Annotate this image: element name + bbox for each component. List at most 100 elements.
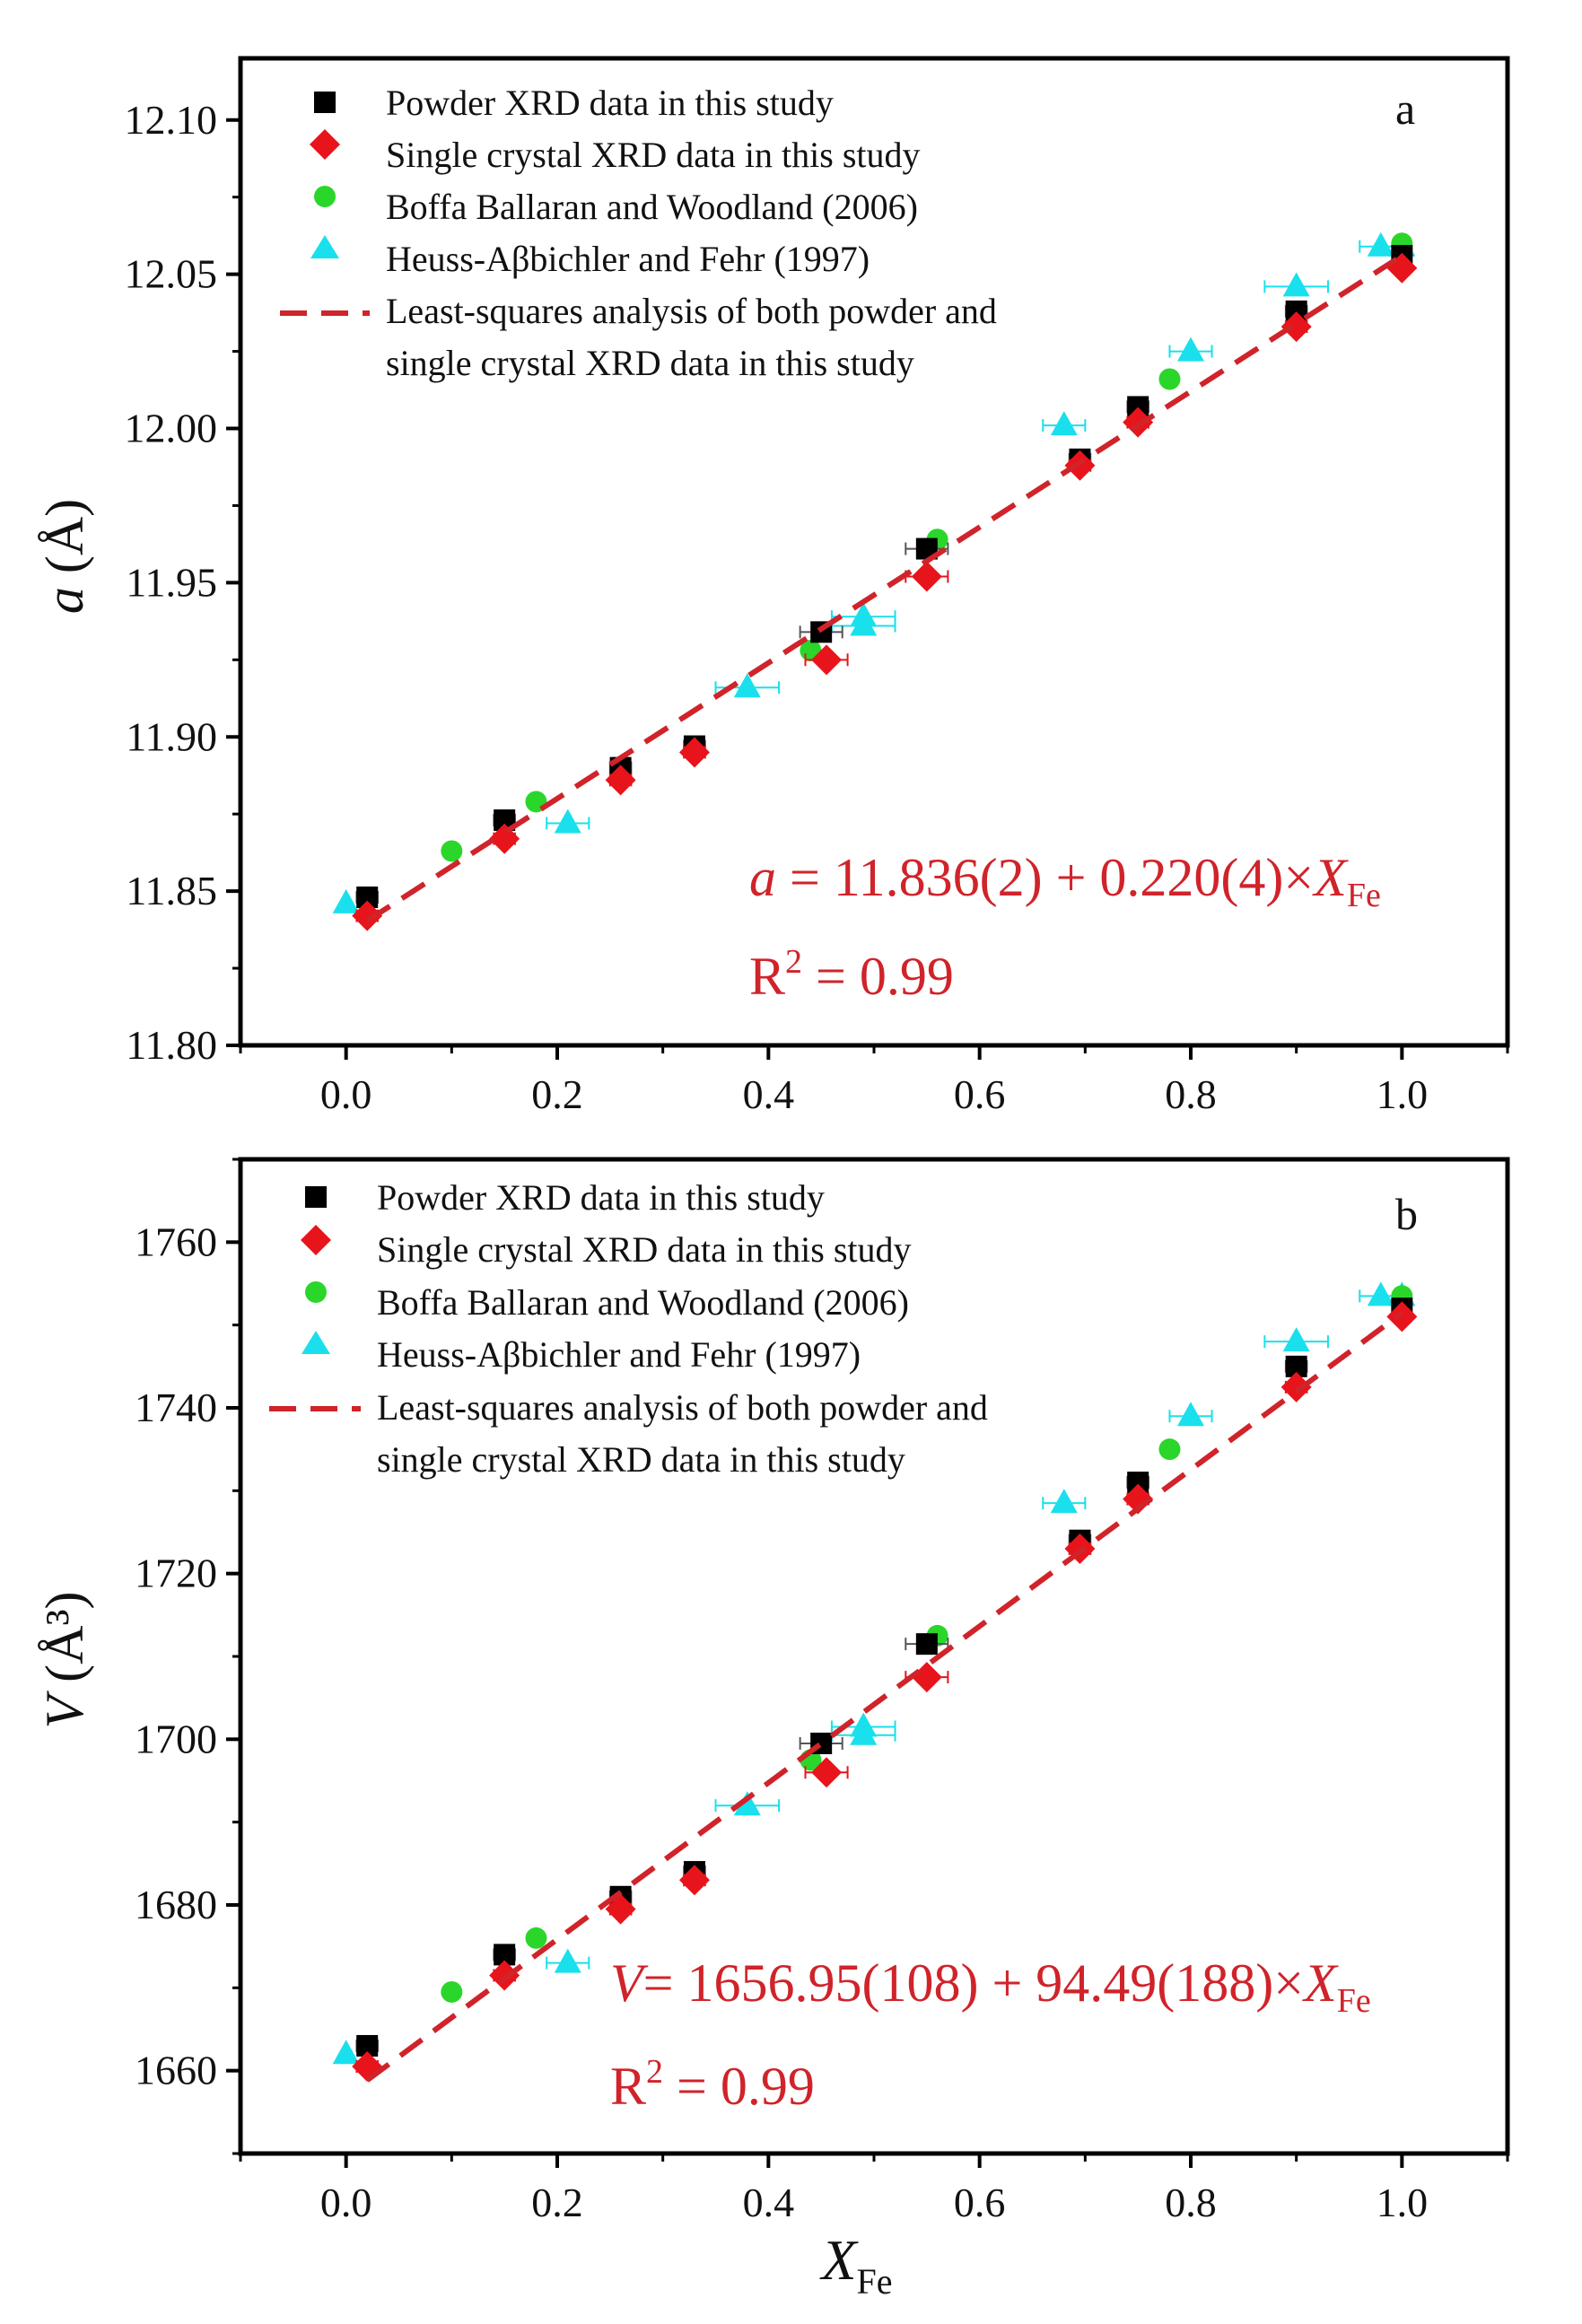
- y-tick-label-b-2: 1700: [135, 1716, 217, 1761]
- legend-a-powder-square: [314, 92, 336, 113]
- panel-a-legend: Powder XRD data in this study Single cry…: [280, 83, 997, 383]
- panel-b-chart: 0.0 0.2 0.4 0.6 0.8 1.0 166016801700172017401…: [35, 1157, 1510, 2225]
- legend-a-boffa-circle: [314, 186, 336, 207]
- point-b-square-5: [915, 1633, 938, 1656]
- point-a-circle-4: [1158, 368, 1181, 390]
- legend-a-heuss-label: Heuss-Aβbichler and Fehr (1997): [386, 239, 870, 279]
- point-b-diamond-9: [1386, 1301, 1418, 1332]
- y-tick-label-b-4: 1740: [135, 1385, 217, 1430]
- y-tick-label-b-3: 1720: [135, 1551, 217, 1596]
- legend-a-fit-label-line2: single crystal XRD data in this study: [386, 343, 914, 383]
- x-tick-label-a-5: 1.0: [1377, 1071, 1429, 1117]
- legend-a-boffa-label: Boffa Ballaran and Woodland (2006): [386, 187, 918, 227]
- point-a-triangle-5: [1050, 411, 1078, 436]
- point-a-circle-0: [441, 840, 463, 862]
- point-b-triangle-4: [850, 1712, 878, 1737]
- legend-b-boffa-label: Boffa Ballaran and Woodland (2006): [377, 1282, 909, 1323]
- point-b-triangle-5: [1050, 1489, 1078, 1514]
- point-b-diamond-4: [811, 1757, 843, 1788]
- panel-b-y-ticks: 1660 1680 1700 1720 1740 1760: [135, 1158, 240, 2155]
- x-tick-label-b-0: 0.0: [320, 2180, 372, 2225]
- point-a-diamond-1: [489, 823, 520, 854]
- legend-b-powder-square: [305, 1186, 327, 1208]
- point-a-diamond-8: [1280, 311, 1312, 343]
- point-a-diamond-2: [605, 764, 636, 796]
- y-tick-label-a-5: 12.05: [125, 251, 218, 297]
- legend-a-heuss-triangle: [310, 235, 339, 258]
- point-b-triangle-0: [332, 2040, 360, 2065]
- point-b-diamond-3: [678, 1865, 710, 1896]
- point-a-triangle-7: [1282, 272, 1310, 297]
- point-a-diamond-0: [352, 900, 383, 931]
- y-tick-label-b-5: 1760: [135, 1219, 217, 1264]
- panel-a-label: a: [1395, 83, 1415, 134]
- legend-a-single-label: Single crystal XRD data in this study: [386, 135, 921, 175]
- panel-b-marks: [332, 1281, 1418, 2083]
- point-a-diamond-3: [678, 737, 710, 768]
- legend-b-heuss-label: Heuss-Aβbichler and Fehr (1997): [377, 1334, 861, 1375]
- point-b-triangle-1: [554, 1948, 581, 1973]
- y-tick-label-a-1: 11.85: [126, 868, 217, 913]
- point-a-triangle-0: [332, 888, 360, 913]
- x-axis-label: XFe: [818, 2228, 892, 2302]
- y-tick-label-a-6: 12.10: [125, 97, 218, 143]
- legend-b-powder-label: Powder XRD data in this study: [377, 1177, 825, 1218]
- panel-a-y-ticks: 11.80 11.85 11.90 11.95 12.00 12.05 12.10: [125, 97, 240, 1068]
- point-b-triangle-8: [1367, 1281, 1394, 1306]
- legend-b-single-label: Single crystal XRD data in this study: [377, 1229, 912, 1270]
- x-tick-label-a-2: 0.4: [743, 1071, 795, 1117]
- legend-b-single-diamond: [301, 1225, 331, 1255]
- panel-a-equation: a = 11.836(2) + 0.220(4)×XFe: [749, 848, 1381, 914]
- y-tick-label-a-4: 12.00: [125, 406, 218, 451]
- panel-a-x-ticks: 0.0 0.2 0.4 0.6 0.8 1.0: [239, 1045, 1509, 1117]
- panel-a-chart: 0.0 0.2 0.4 0.6 0.8 1.0 11.8011.8511.9011.951…: [35, 56, 1510, 1117]
- point-b-triangle-6: [1177, 1402, 1204, 1427]
- point-a-triangle-1: [554, 808, 581, 834]
- point-a-triangle-4: [850, 602, 878, 627]
- panel-a-gridless-marks: [332, 232, 1418, 931]
- point-a-triangle-2: [733, 673, 761, 698]
- point-b-diamond-7: [1123, 1483, 1154, 1515]
- point-a-diamond-4: [811, 644, 843, 676]
- x-tick-label-a-3: 0.6: [954, 1071, 1006, 1117]
- y-tick-label-a-0: 11.80: [126, 1022, 217, 1068]
- x-tick-label-a-4: 0.8: [1165, 1071, 1217, 1117]
- legend-a-powder-label: Powder XRD data in this study: [386, 83, 834, 123]
- legend-b-heuss-triangle: [302, 1331, 330, 1354]
- panel-a-r2: R2 = 0.99: [749, 943, 954, 1006]
- y-tick-label-b-0: 1660: [135, 2048, 217, 2093]
- fit-line-b: [365, 1310, 1404, 2083]
- x-tick-label-a-1: 0.2: [531, 1071, 583, 1117]
- point-b-diamond-5: [911, 1662, 942, 1693]
- point-b-circle-1: [525, 1926, 547, 1949]
- x-tick-label-b-4: 0.8: [1165, 2180, 1217, 2225]
- legend-a-fit-label-line1: Least-squares analysis of both powder an…: [386, 291, 997, 331]
- panel-a-y-axis-label: a (Å): [35, 499, 94, 614]
- point-b-triangle-7: [1282, 1327, 1310, 1352]
- panel-b-x-ticks: 0.0 0.2 0.4 0.6 0.8 1.0: [239, 2154, 1509, 2225]
- x-tick-label-a-0: 0.0: [320, 1071, 372, 1117]
- panel-b-y-axis-label: V (Å³): [35, 1592, 94, 1729]
- point-a-triangle-8: [1367, 232, 1394, 257]
- x-tick-label-b-3: 0.6: [954, 2180, 1006, 2225]
- point-a-triangle-6: [1177, 336, 1204, 362]
- point-b-circle-4: [1158, 1438, 1181, 1461]
- point-b-diamond-2: [605, 1893, 636, 1925]
- point-b-circle-0: [441, 1980, 463, 2003]
- legend-b-fit-label-line2: single crystal XRD data in this study: [377, 1439, 905, 1480]
- legend-a-single-diamond: [310, 129, 340, 160]
- y-tick-label-a-3: 11.95: [126, 559, 217, 605]
- y-tick-label-a-2: 11.90: [126, 713, 217, 759]
- legend-b-fit-label-line1: Least-squares analysis of both powder an…: [377, 1387, 988, 1428]
- panel-b-r2: R2 = 0.99: [610, 2053, 815, 2116]
- x-tick-label-b-2: 0.4: [743, 2180, 795, 2225]
- y-tick-label-b-1: 1680: [135, 1882, 217, 1927]
- point-b-diamond-8: [1280, 1371, 1312, 1402]
- point-a-square-5: [915, 537, 938, 560]
- point-b-triangle-2: [733, 1791, 761, 1816]
- panel-b-equation: V= 1656.95(108) + 94.49(188)×XFe: [610, 1953, 1371, 2020]
- x-tick-label-b-1: 0.2: [531, 2180, 583, 2225]
- x-tick-label-b-5: 1.0: [1377, 2180, 1429, 2225]
- panel-b-label: b: [1395, 1189, 1418, 1239]
